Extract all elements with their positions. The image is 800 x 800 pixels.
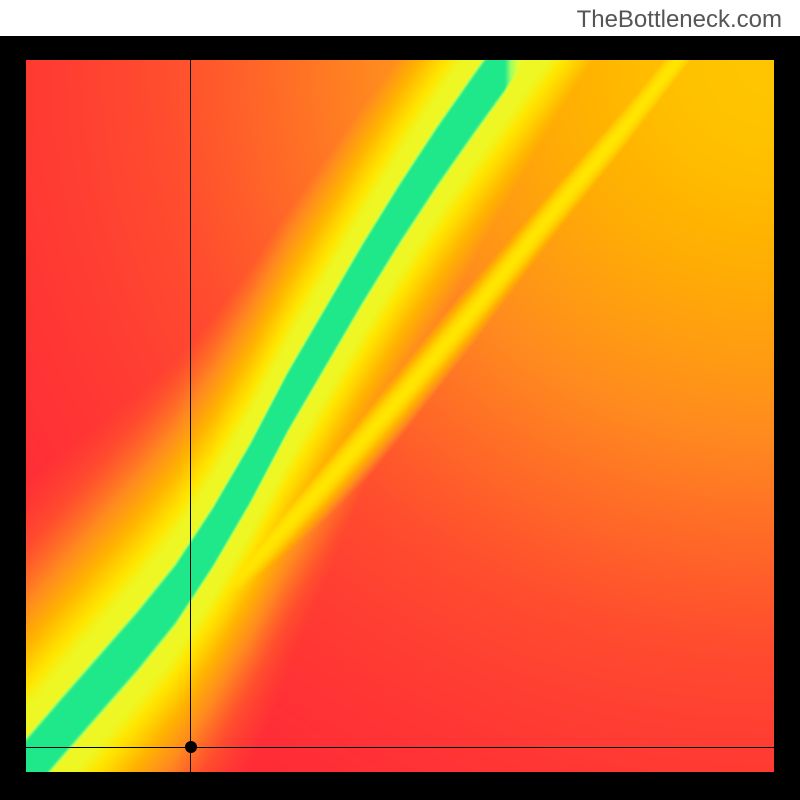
crosshair-marker — [185, 741, 197, 753]
crosshair-vertical — [190, 60, 191, 772]
plot-border-left — [0, 36, 26, 800]
plot-border-right — [774, 36, 800, 800]
heatmap-canvas — [26, 60, 774, 772]
plot-border-top — [0, 36, 800, 60]
plot-border-bottom — [0, 772, 800, 800]
crosshair-horizontal — [26, 747, 774, 748]
watermark-text: TheBottleneck.com — [577, 6, 782, 34]
heatmap-plot — [26, 60, 774, 772]
